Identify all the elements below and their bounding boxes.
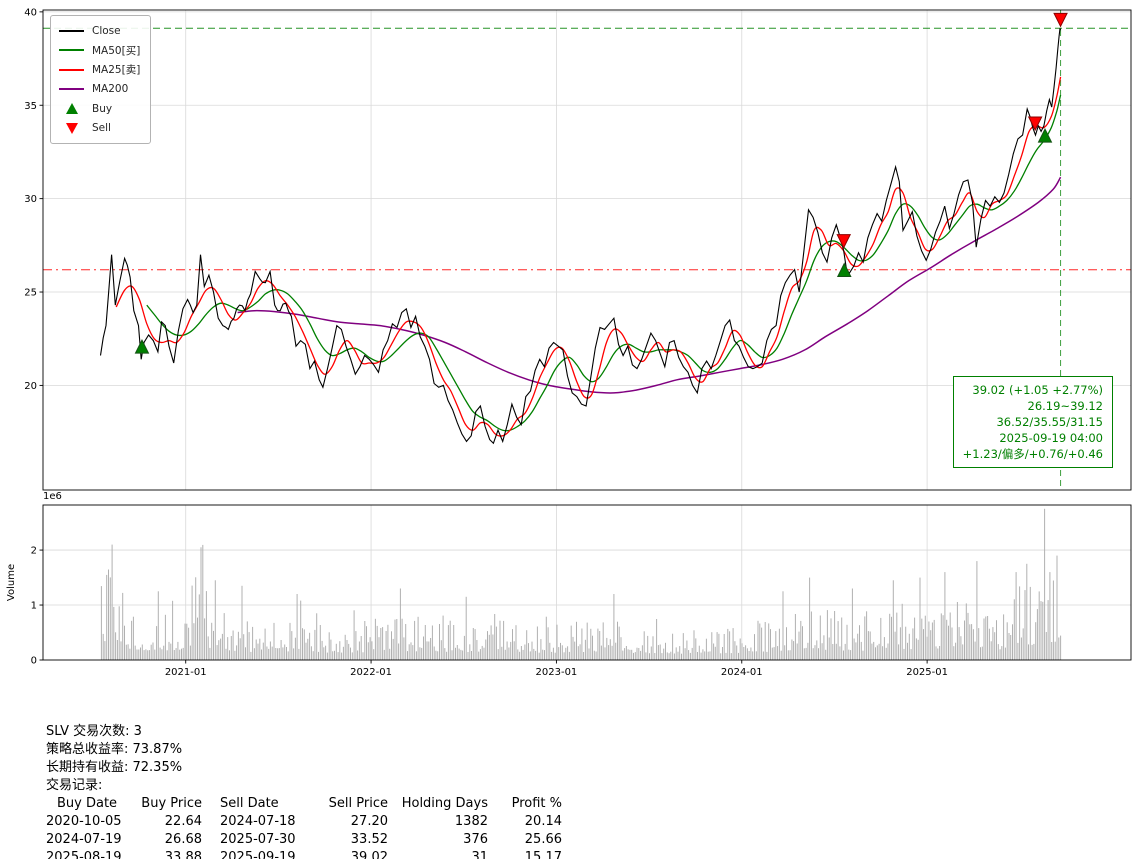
trade-table-cell: 31 bbox=[471, 850, 488, 859]
legend-item-sell: Sell bbox=[59, 119, 140, 139]
ma200-line bbox=[237, 176, 1062, 394]
ma50-line-swatch bbox=[59, 49, 84, 52]
volume-bars bbox=[100, 508, 1062, 660]
volume-tick-label: 1 bbox=[31, 601, 37, 612]
ma50-line bbox=[146, 94, 1062, 432]
legend-item-buy: Buy bbox=[59, 99, 140, 119]
x-tick-label: 2021-01 bbox=[165, 667, 207, 678]
annotation-line-datetime: 2025-09-19 04:00 bbox=[999, 431, 1103, 445]
price-tick-label: 20 bbox=[24, 381, 37, 392]
close-line-swatch bbox=[59, 29, 84, 32]
legend-label: Buy bbox=[92, 102, 113, 115]
axes bbox=[39, 9, 1132, 664]
legend-label: Close bbox=[92, 24, 121, 37]
trade-table-header-cell: Sell Price bbox=[328, 796, 388, 811]
trade-table-cell: 26.68 bbox=[164, 832, 202, 847]
chart-legend: Close MA50[买] MA25[卖] MA200 Buy Sell bbox=[50, 15, 152, 144]
gridlines bbox=[43, 10, 1131, 660]
trade-table-header-cell: Buy Price bbox=[141, 796, 202, 811]
legend-item-close: Close bbox=[59, 21, 140, 41]
price-tick-label: 40 bbox=[24, 7, 37, 18]
quote-annotation: 39.02 (+1.05 +2.77%) 26.19~39.12 36.52/3… bbox=[952, 376, 1113, 468]
trade-table-cell: 22.64 bbox=[164, 814, 202, 829]
volume-scale-label: 1e6 bbox=[43, 491, 62, 502]
annotation-line-signal: +1.23/偏多/+0.76/+0.46 bbox=[962, 447, 1103, 461]
trade-table-cell: 39.02 bbox=[350, 850, 388, 859]
trade-table-cell: 1382 bbox=[454, 814, 488, 829]
trade-table-cell: 25.66 bbox=[524, 832, 562, 847]
annotation-line-ma: 36.52/35.55/31.15 bbox=[996, 415, 1103, 429]
close-line bbox=[99, 28, 1062, 445]
trade-table-header-cell: Profit % bbox=[511, 796, 562, 811]
stat-hold-return: 长期持有收益: 72.35% bbox=[46, 760, 183, 775]
trade-table-cell: 33.52 bbox=[350, 832, 388, 847]
trade-table-cell: 2020-10-05 bbox=[46, 814, 122, 829]
trades-title: 交易记录: bbox=[46, 778, 103, 793]
stat-strategy-return: 策略总收益率: 73.87% bbox=[46, 742, 183, 757]
legend-label: Sell bbox=[92, 122, 111, 135]
annotation-line-range: 26.19~39.12 bbox=[1027, 399, 1103, 413]
legend-label: MA25[卖] bbox=[92, 64, 141, 77]
trade-table-header-cell: Sell Date bbox=[220, 796, 279, 811]
volume-tick-label: 0 bbox=[31, 656, 37, 667]
trade-table-cell: 33.88 bbox=[164, 850, 202, 859]
price-volume-chart: 20 25 30 35 40 0 1 2 2021-01 2022-01 2023-01 2024-0… bbox=[6, 7, 1132, 678]
trade-table-cell: 2025-08-19 bbox=[46, 850, 122, 859]
stat-trade-count: SLV 交易次数: 3 bbox=[46, 724, 142, 739]
trade-table-cell: 15.17 bbox=[524, 850, 562, 859]
ma25-line-swatch bbox=[59, 68, 84, 71]
trade-table-cell: 376 bbox=[463, 832, 488, 847]
trade-table-cell: 2024-07-18 bbox=[220, 814, 296, 829]
legend-item-ma50: MA50[买] bbox=[59, 41, 140, 61]
buy-marker-icon bbox=[59, 103, 84, 115]
price-tick-label: 30 bbox=[24, 194, 37, 205]
strategy-stats: SLV 交易次数: 3 策略总收益率: 73.87% 长期持有收益: 72.35… bbox=[46, 723, 562, 859]
legend-label: MA200 bbox=[92, 83, 129, 96]
x-tick-label: 2024-01 bbox=[721, 667, 763, 678]
x-tick-label: 2022-01 bbox=[350, 667, 392, 678]
legend-item-ma200: MA200 bbox=[59, 80, 140, 100]
trade-table-cell: 2025-07-30 bbox=[220, 832, 296, 847]
trade-table-cell: 20.14 bbox=[524, 814, 562, 829]
legend-label: MA50[买] bbox=[92, 44, 141, 57]
trade-table: Buy Date Buy Price Sell Date Sell Price Hold… bbox=[46, 795, 562, 859]
annotation-line-price: 39.02 (+1.05 +2.77%) bbox=[972, 383, 1103, 397]
trade-table-header-cell: Holding Days bbox=[401, 796, 488, 811]
sell-markers bbox=[836, 12, 1068, 249]
trade-table-header-cell: Buy Date bbox=[57, 796, 118, 811]
buy-markers bbox=[134, 127, 1053, 354]
volume-axis-title: Volume bbox=[6, 564, 17, 601]
sell-marker-icon bbox=[59, 122, 84, 134]
ma200-line-swatch bbox=[59, 88, 84, 91]
legend-item-ma25: MA25[卖] bbox=[59, 60, 140, 80]
trade-table-cell: 2024-07-19 bbox=[46, 832, 122, 847]
trade-table-cell: 2025-09-19 bbox=[220, 850, 296, 859]
trade-table-cell: 27.20 bbox=[350, 814, 388, 829]
chart-canvas: 20 25 30 35 40 0 1 2 2021-01 2022-01 2023-01 2024-0… bbox=[6, 7, 1132, 678]
volume-tick-label: 2 bbox=[31, 546, 37, 557]
price-tick-label: 25 bbox=[24, 288, 37, 299]
ma25-line bbox=[115, 76, 1062, 437]
price-tick-label: 35 bbox=[24, 101, 37, 112]
x-tick-label: 2025-01 bbox=[906, 667, 948, 678]
x-tick-label: 2023-01 bbox=[536, 667, 578, 678]
